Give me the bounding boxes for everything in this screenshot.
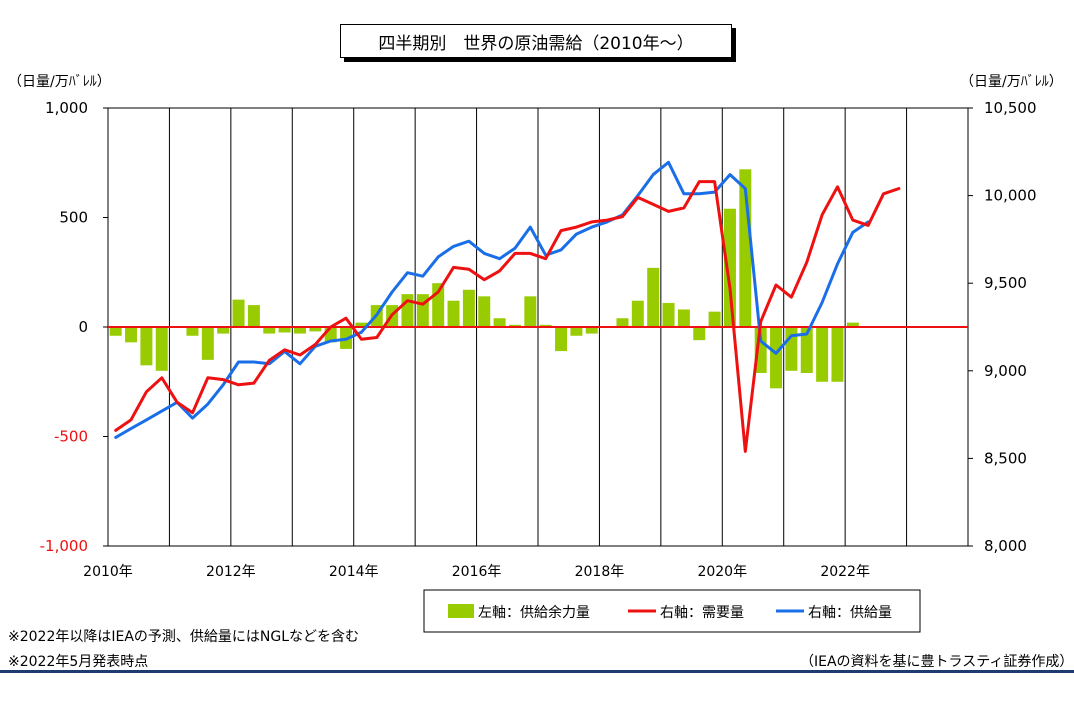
supply-line xyxy=(114,160,870,439)
left-tick-label: 0 xyxy=(78,318,88,336)
surplus-bar xyxy=(401,294,414,327)
surplus-bar xyxy=(570,327,583,336)
legend-swatch-surplus xyxy=(448,604,474,618)
surplus-bar xyxy=(447,300,460,327)
legend-label-demand: 右軸：需要量 xyxy=(660,605,744,621)
chart-title: 四半期別 世界の原油需給（2010年～） xyxy=(340,24,732,58)
x-tick-label: 2016年 xyxy=(452,564,502,580)
left-tick-label: 1,000 xyxy=(45,99,88,117)
right-tick-label: 9,500 xyxy=(984,274,1027,292)
surplus-bar xyxy=(770,327,783,389)
surplus-bar xyxy=(662,302,675,327)
right-tick-label: 10,500 xyxy=(984,99,1037,117)
note-publication: ※2022年5月発表時点 xyxy=(8,654,149,670)
legend-label-supply: 右軸：供給量 xyxy=(808,605,892,621)
surplus-bar xyxy=(708,311,721,327)
surplus-bar xyxy=(677,309,690,327)
bottom-rule xyxy=(0,670,1074,673)
surplus-bar xyxy=(416,294,429,327)
surplus-bar xyxy=(355,322,368,327)
x-tick-label: 2010年 xyxy=(83,564,133,580)
surplus-bar xyxy=(647,267,660,327)
surplus-bar xyxy=(831,327,844,382)
surplus-bar xyxy=(324,327,337,343)
x-tick-label: 2012年 xyxy=(206,564,256,580)
x-tick-label: 2022年 xyxy=(820,564,870,580)
surplus-bar xyxy=(247,305,260,327)
surplus-bar xyxy=(585,327,598,334)
left-tick-label: -500 xyxy=(54,428,88,446)
legend-label-surplus: 左軸：供給余力量 xyxy=(478,604,590,621)
surplus-bar xyxy=(846,322,859,327)
surplus-bar xyxy=(785,327,798,371)
left-axis-label: （日量/万ﾊﾞﾚﾙ） xyxy=(8,74,111,90)
surplus-bar xyxy=(555,327,568,352)
surplus-bar xyxy=(125,327,138,343)
surplus-bar xyxy=(754,327,767,373)
surplus-bar xyxy=(278,327,291,333)
surplus-bar xyxy=(186,327,199,336)
surplus-bar xyxy=(263,327,276,334)
x-tick-label: 2014年 xyxy=(329,564,379,580)
surplus-bar xyxy=(432,283,445,327)
left-tick-label: -1,000 xyxy=(40,537,88,555)
surplus-bar xyxy=(508,324,521,327)
left-tick-label: 500 xyxy=(59,209,88,227)
surplus-bar xyxy=(140,327,153,366)
right-tick-label: 8,000 xyxy=(984,537,1027,555)
right-axis-label: （日量/万ﾊﾞﾚﾙ） xyxy=(960,74,1063,90)
demand-line xyxy=(114,180,901,453)
surplus-bar xyxy=(631,300,644,327)
surplus-bar xyxy=(693,327,706,341)
surplus-bar xyxy=(232,299,245,327)
surplus-bar xyxy=(109,327,122,336)
surplus-bar xyxy=(539,324,552,327)
right-tick-label: 9,000 xyxy=(984,362,1027,380)
surplus-bar xyxy=(739,169,752,327)
surplus-bar xyxy=(800,327,813,373)
surplus-bar xyxy=(201,327,214,360)
legend-box xyxy=(423,589,921,633)
right-tick-label: 8,500 xyxy=(984,449,1027,467)
x-tick-label: 2018年 xyxy=(575,564,625,580)
surplus-bar xyxy=(493,318,506,327)
surplus-bar xyxy=(478,296,491,327)
note-forecast: ※2022年以降はIEAの予測、供給量にはNGLなどを含む xyxy=(8,629,360,645)
surplus-bar xyxy=(462,289,475,327)
surplus-bar xyxy=(616,318,629,327)
surplus-bar xyxy=(723,208,736,327)
surplus-bar xyxy=(524,296,537,327)
source-note: （IEAの資料を基に豊トラスティ証券作成） xyxy=(800,654,1074,670)
x-tick-label: 2020年 xyxy=(697,564,747,580)
surplus-bar xyxy=(816,327,829,382)
surplus-bar xyxy=(293,327,306,334)
surplus-bar xyxy=(217,327,230,334)
right-tick-label: 10,000 xyxy=(984,187,1037,205)
surplus-bar xyxy=(155,327,168,371)
surplus-bar xyxy=(309,327,322,332)
